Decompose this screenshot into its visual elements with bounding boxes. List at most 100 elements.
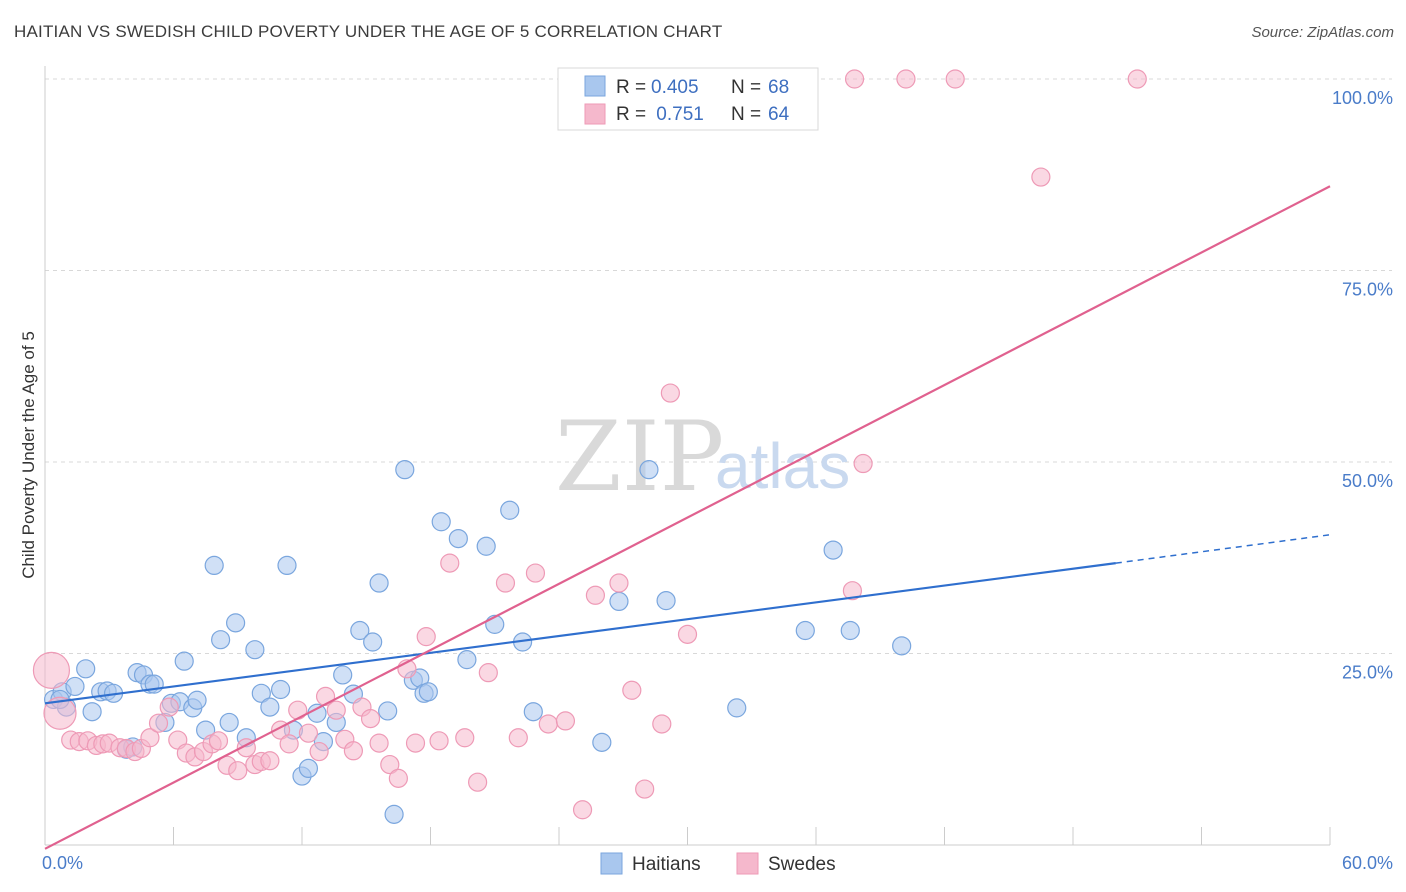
data-point [270,679,291,700]
data-point [388,768,408,788]
data-point [429,731,449,751]
data-point [140,728,160,748]
data-point [455,728,475,748]
data-point [208,731,229,751]
data-point [572,800,593,820]
data-point [326,700,346,720]
data-point [727,698,747,718]
data-point [360,709,381,729]
data-point [892,636,912,656]
haitians-trend-line [44,562,1116,705]
data-point [226,613,246,633]
data-point [76,659,96,679]
swedes-series-label: Swedes [768,854,836,875]
chart-title: HAITIAN VS SWEDISH CHILD POVERTY UNDER T… [14,22,723,41]
data-point [635,779,655,799]
data-point [343,741,363,761]
data-point [468,772,488,792]
data-point [842,581,863,601]
data-point [279,734,299,754]
swedes-points [32,69,1147,820]
data-point [1127,69,1147,89]
data-point [174,651,194,671]
data-point [333,665,353,685]
data-point [219,712,239,733]
data-point [395,460,415,480]
swedes-n-value: 64 [768,104,790,125]
data-point [840,620,860,641]
data-point [508,728,528,748]
data-point [431,512,451,532]
data-point [298,723,319,743]
haitians-legend-swatch [584,75,606,97]
y-tick-label: 75.0% [1342,280,1393,300]
data-point [555,711,576,731]
data-point [405,733,426,753]
y-axis-title: Child Poverty Under the Age of 5 [19,331,38,579]
chart-source: Source: ZipAtlas.com [1251,24,1394,41]
data-point [592,732,612,752]
data-point [448,528,468,549]
data-point [478,663,498,683]
data-point [65,676,85,697]
data-point [43,696,77,730]
swedes-r-value: 0.751 [651,104,704,125]
y-tick-label: 50.0% [1342,471,1393,491]
y-tick-label: 100.0% [1332,88,1393,108]
data-point [309,741,329,762]
data-point [260,697,280,717]
data-point [363,632,383,652]
data-point [384,804,404,824]
data-point [204,555,224,576]
data-point [418,682,438,702]
data-point [656,591,676,611]
data-point [500,500,520,520]
series-legend: Haitians Swedes [600,852,836,875]
data-point [211,630,231,650]
x-tick-label: 0.0% [42,853,83,873]
data-point [416,627,436,647]
data-point [378,701,398,721]
y-tick-label: 25.0% [1342,663,1393,683]
data-point [251,683,271,703]
haitians-r-label: R = [616,77,646,98]
data-point [228,761,248,781]
data-point [457,650,477,670]
swedes-r-label: R = [616,104,646,125]
x-tick-labels: 0.0% 60.0% [42,853,1393,873]
data-point [277,555,297,576]
data-point [298,758,319,779]
data-point [350,620,370,641]
data-point [369,733,389,753]
data-point [585,585,606,605]
data-point [823,540,843,560]
data-point [187,690,207,710]
swedes-n-label: N = [731,104,761,125]
swedes-trend-line [44,185,1331,850]
data-point [525,563,546,583]
data-point [945,69,965,89]
haitians-series-swatch [600,852,623,875]
haitians-n-value: 68 [768,77,789,98]
data-point [440,553,460,573]
data-point [260,751,280,771]
data-point [82,702,102,722]
y-tick-labels: 25.0% 50.0% 75.0% 100.0% [1332,88,1393,683]
data-point [495,573,516,593]
haitians-series-label: Haitians [632,854,701,875]
trend-lines [44,185,1331,850]
data-point [677,624,698,644]
data-point [609,591,629,612]
swedes-series-swatch [736,852,759,875]
swedes-legend-swatch [584,103,606,125]
haitians-n-label: N = [731,77,761,98]
grid-lines [45,78,1392,654]
data-point [853,453,873,474]
data-point [523,702,543,722]
data-point [476,536,496,556]
data-point [32,651,71,689]
data-point [245,640,265,660]
x-tick-label: 60.0% [1342,853,1393,873]
data-point [622,680,642,700]
